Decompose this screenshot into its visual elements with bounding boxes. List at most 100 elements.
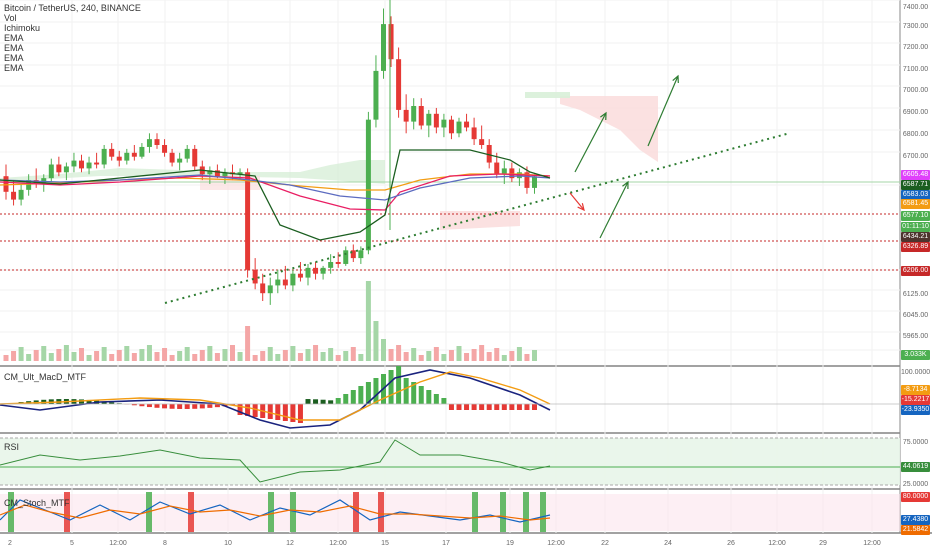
legend-indicator[interactable]: Vol bbox=[4, 13, 17, 23]
candle-body bbox=[184, 148, 190, 159]
volume-bar bbox=[441, 354, 447, 361]
price-tag: 01:11:10 bbox=[901, 222, 930, 232]
legend-indicator[interactable]: EMA bbox=[4, 63, 24, 73]
legend-indicator[interactable]: EMA bbox=[4, 53, 24, 63]
volume-bar bbox=[350, 347, 356, 361]
volume-bar bbox=[154, 352, 160, 361]
volume-bar bbox=[516, 347, 522, 361]
time-axis-tick: 12 bbox=[286, 540, 294, 547]
macd-histogram-bar bbox=[479, 404, 485, 410]
volume-bar bbox=[464, 353, 470, 361]
rsi-line bbox=[0, 439, 551, 483]
candle-body bbox=[373, 70, 379, 120]
macd-histogram-bar bbox=[139, 404, 145, 407]
volume-bar bbox=[245, 326, 251, 361]
macd-histogram-bar bbox=[116, 403, 122, 404]
volume-bar bbox=[86, 355, 92, 361]
candle-body bbox=[177, 158, 183, 163]
macd-histogram-bar bbox=[184, 404, 190, 409]
time-axis-tick: 8 bbox=[163, 540, 167, 547]
volume-bar bbox=[320, 352, 326, 361]
annotation-arrowhead bbox=[672, 74, 679, 84]
price-axis-tick: 6700.00 bbox=[902, 153, 929, 160]
candle-body bbox=[396, 59, 402, 110]
macd-histogram-bar bbox=[79, 399, 84, 404]
candle-body bbox=[532, 176, 537, 188]
ichimoku-cloud-green bbox=[525, 92, 570, 98]
candle-body bbox=[146, 139, 152, 147]
volume-bar bbox=[282, 350, 288, 361]
macd-histogram-bar bbox=[501, 404, 507, 410]
time-axis-tick: 15 bbox=[381, 540, 389, 547]
macd-histogram-bar bbox=[471, 404, 477, 410]
rsi-pane-label[interactable]: RSI bbox=[4, 442, 20, 452]
macd-histogram-bar bbox=[411, 382, 417, 404]
candle-body bbox=[154, 139, 160, 145]
stoch-signal-bar bbox=[540, 492, 546, 532]
macd-histogram-bar bbox=[373, 378, 379, 404]
stoch-signal-bar bbox=[188, 492, 194, 532]
price-tag: 6326.89 bbox=[901, 242, 930, 252]
price-tag: 6587.71 bbox=[901, 180, 930, 190]
price-tag: 6206.00 bbox=[901, 266, 930, 276]
candle-body bbox=[71, 160, 77, 167]
time-axis-tick: 26 bbox=[727, 540, 735, 547]
indicator-axis-label: 80.0000 bbox=[901, 492, 930, 502]
macd-histogram-bar bbox=[524, 404, 530, 410]
macd-histogram-bar bbox=[154, 404, 160, 408]
macd-histogram-bar bbox=[162, 404, 168, 409]
volume-bar bbox=[486, 352, 492, 361]
candle-body bbox=[305, 267, 311, 278]
candle-body bbox=[350, 250, 356, 259]
volume-bar bbox=[403, 352, 409, 361]
legend-indicator[interactable]: EMA bbox=[4, 33, 24, 43]
candle-body bbox=[237, 172, 243, 175]
stoch-signal-bar bbox=[523, 492, 529, 532]
rsi-band bbox=[0, 438, 900, 485]
stoch-signal-bar bbox=[290, 492, 296, 532]
candle-body bbox=[124, 152, 130, 161]
candle-body bbox=[524, 172, 530, 188]
volume-bar bbox=[411, 348, 417, 361]
macd-histogram-bar bbox=[358, 386, 364, 404]
volume-bar bbox=[169, 355, 175, 361]
macd-pane-label[interactable]: CM_Ult_MacD_MTF bbox=[4, 372, 87, 382]
annotation-arrow bbox=[599, 181, 629, 239]
macd-histogram-bar bbox=[532, 404, 537, 410]
volume-bar bbox=[373, 321, 379, 361]
macd-signal-line bbox=[0, 371, 551, 421]
indicator-axis-label: 75.0000 bbox=[902, 439, 929, 446]
candle-body bbox=[214, 170, 220, 177]
price-tag: 3.033K bbox=[901, 350, 930, 360]
macd-histogram-bar bbox=[245, 404, 251, 416]
stoch-d-line bbox=[0, 504, 551, 521]
candle-body bbox=[139, 146, 145, 157]
volume-bar bbox=[448, 350, 454, 361]
time-axis-tick: 12:00 bbox=[768, 540, 786, 547]
legend-indicator[interactable]: EMA bbox=[4, 43, 24, 53]
price-tag: 6581.45 bbox=[901, 199, 930, 209]
candle-body bbox=[343, 250, 349, 264]
candle-body bbox=[3, 176, 9, 192]
candle-body bbox=[486, 145, 492, 163]
candle-body bbox=[448, 119, 454, 134]
volume-bar bbox=[139, 349, 145, 361]
volume-bar bbox=[388, 349, 394, 361]
candle-body bbox=[207, 170, 213, 175]
macd-histogram-bar bbox=[396, 366, 402, 404]
annotation-arrow bbox=[647, 75, 679, 147]
candle-body bbox=[456, 121, 462, 134]
legend-indicator[interactable]: Ichimoku bbox=[4, 23, 41, 33]
macd-histogram-bar bbox=[275, 404, 281, 420]
volume-bar bbox=[456, 346, 462, 361]
candle-body bbox=[313, 267, 319, 274]
stoch-pane-label[interactable]: CM_Stoch_MTF bbox=[4, 498, 70, 508]
volume-bar bbox=[358, 354, 364, 361]
volume-bar bbox=[509, 351, 515, 361]
legend-title[interactable]: Bitcoin / TetherUS, 240, BINANCE bbox=[4, 3, 141, 13]
price-tag: 6577.10 bbox=[901, 211, 930, 221]
volume-bar bbox=[177, 351, 183, 361]
candle-body bbox=[471, 127, 477, 140]
volume-bar bbox=[109, 354, 115, 361]
